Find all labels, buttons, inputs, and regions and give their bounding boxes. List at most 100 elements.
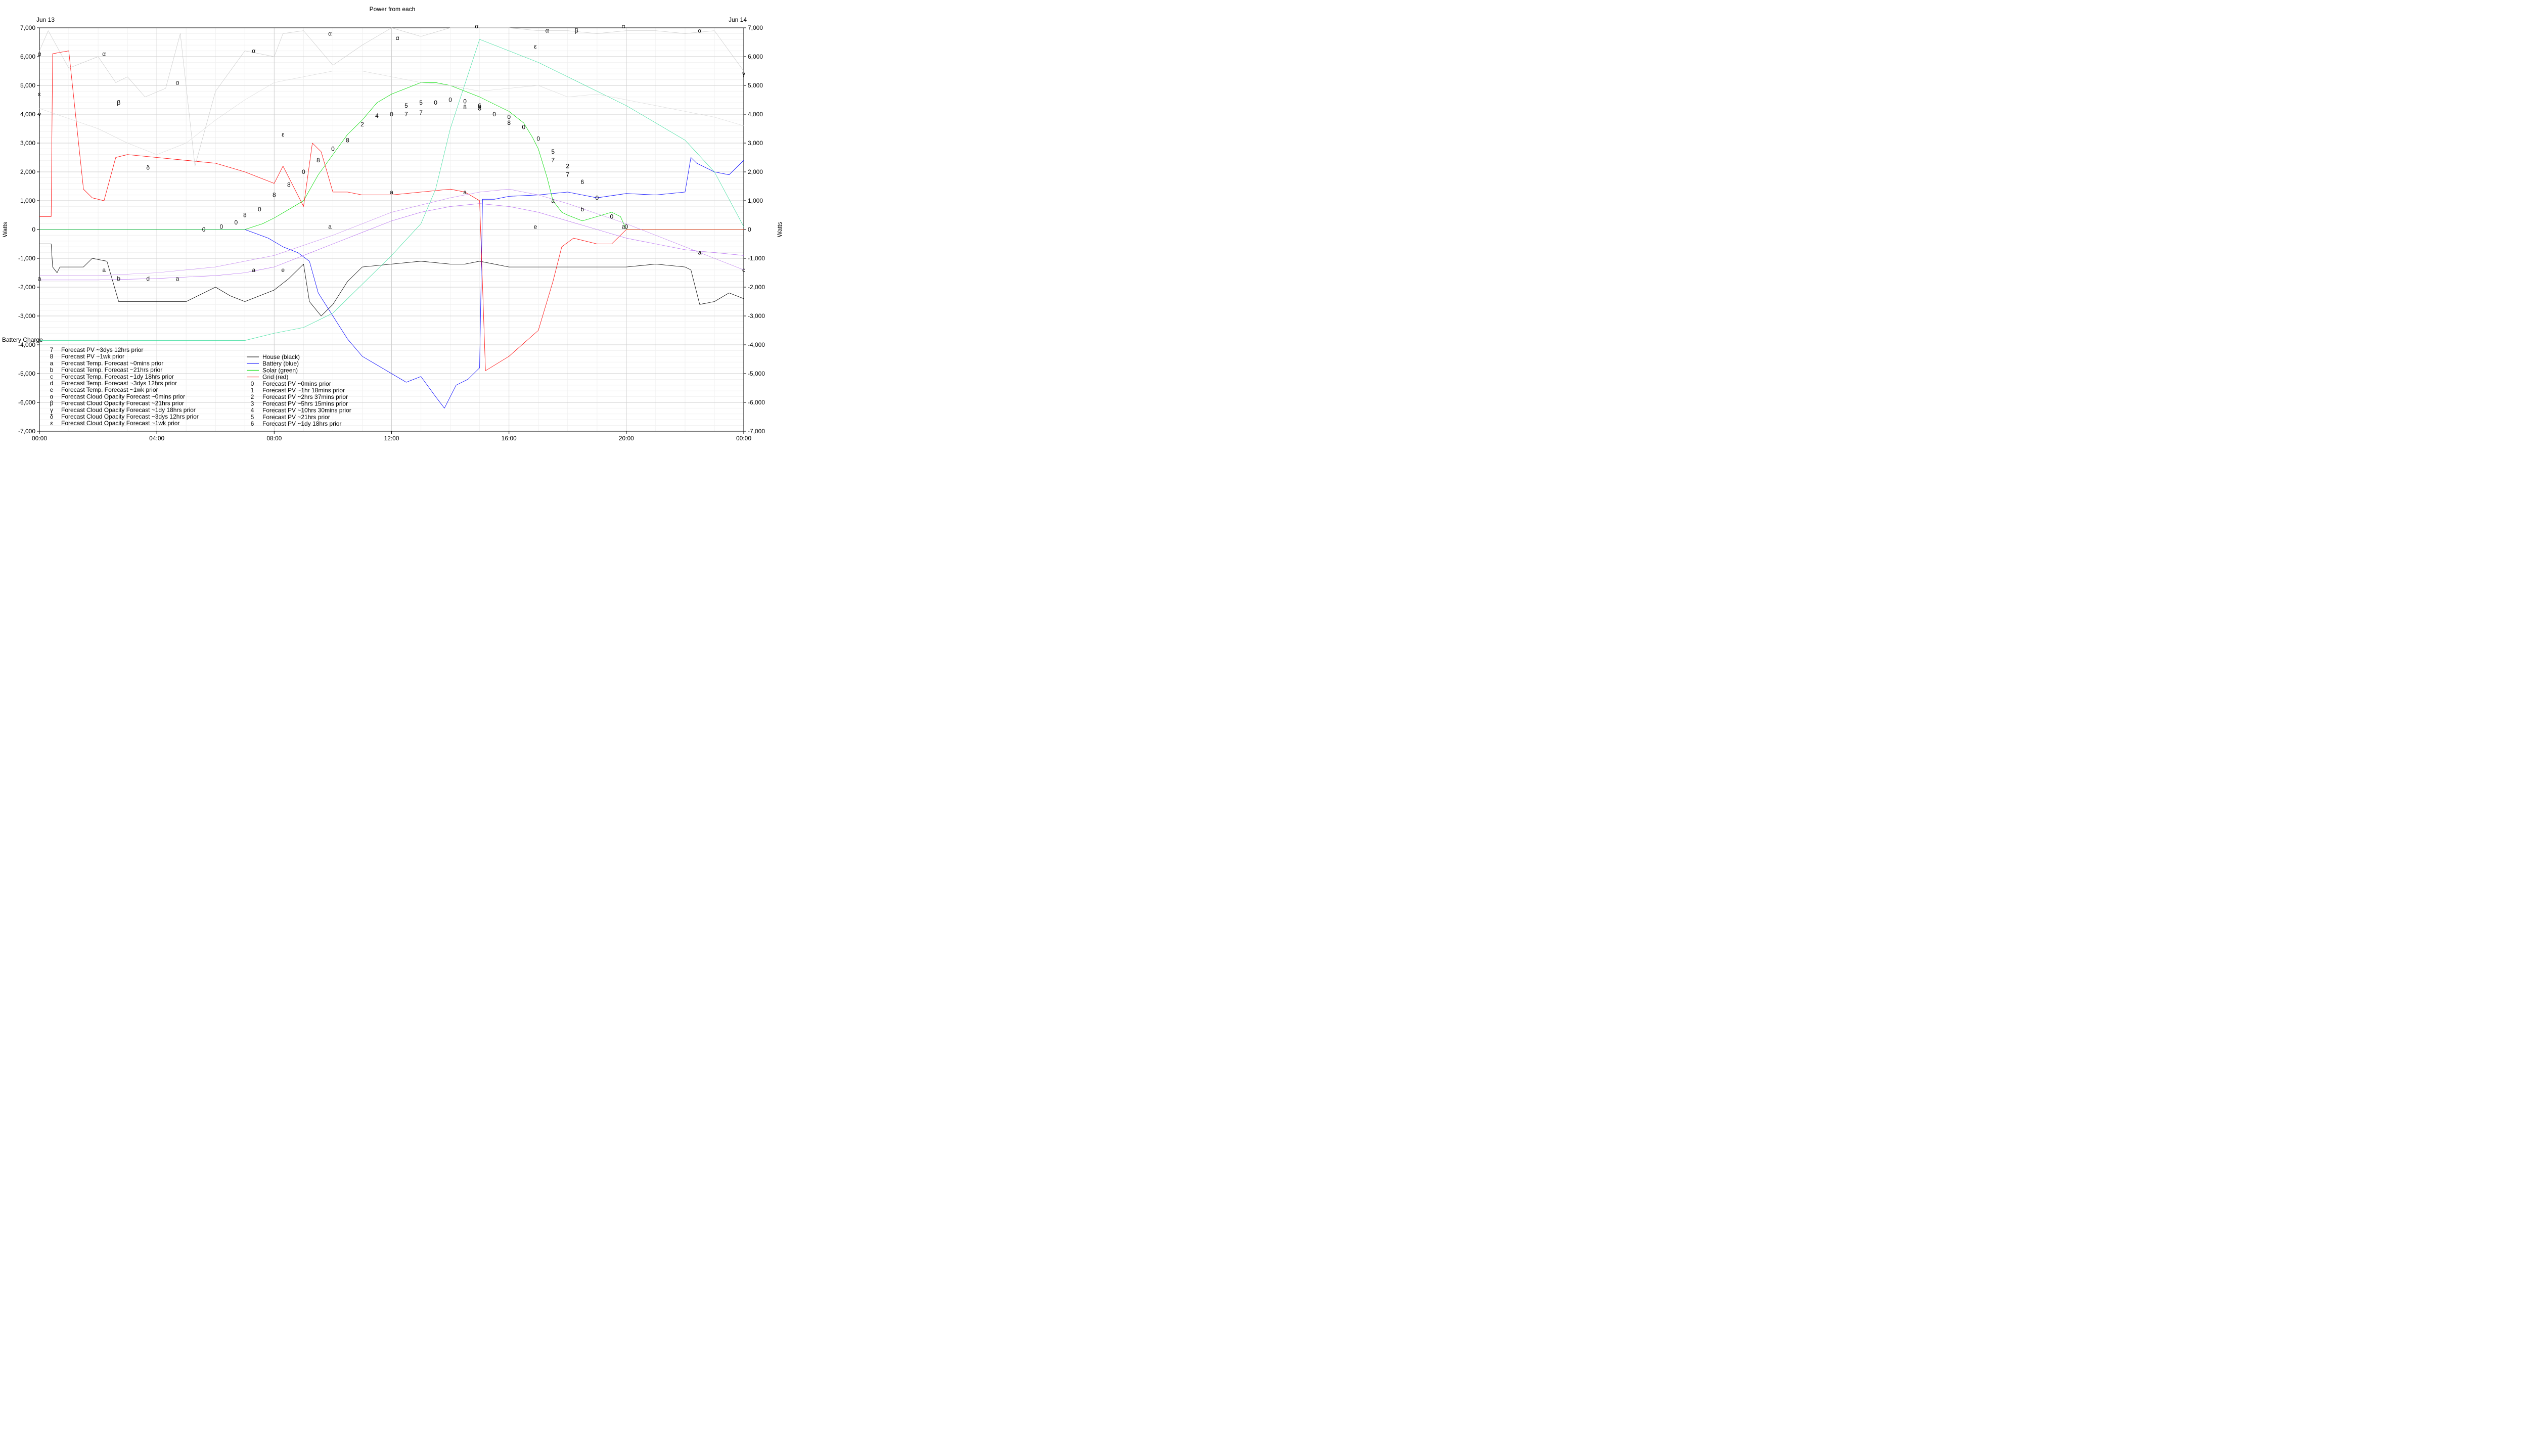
legend-symbol: a [50,359,54,367]
forecast-marker: 0 [434,99,437,106]
legend-entry: Forecast PV ~2hrs 37mins prior [262,393,348,400]
legend-entry: Forecast Temp. Forecast ~1wk prior [61,386,158,393]
battery-charge-label: Battery Charge [2,336,43,343]
forecast-marker: β [575,27,578,34]
legend-entry: Forecast PV ~10hrs 30mins prior [262,407,351,414]
forecast-marker: b [117,275,120,282]
forecast-marker: 8 [317,157,320,164]
forecast-marker: δ [146,164,150,171]
forecast-marker: γ [38,111,41,118]
forecast-marker: 0 [220,223,223,230]
legend-entry: Forecast Cloud Opacity Forecast ~1wk pri… [61,420,179,427]
forecast-marker: 0 [235,219,238,226]
y-tick-label-right: 5,000 [748,82,763,89]
forecast-marker: 8 [287,181,291,189]
y-tick-label-left: -3,000 [18,312,35,320]
y-tick-label-right: 4,000 [748,111,763,118]
legend-symbol: δ [50,413,54,420]
forecast-marker: 0 [448,97,452,104]
forecast-marker: ε [282,131,285,138]
forecast-marker: 8 [507,119,511,126]
forecast-marker: 5 [419,99,423,106]
y-tick-label-right: -1,000 [748,255,765,262]
series-aux-8 [39,189,744,276]
forecast-marker: 7 [404,111,408,118]
y-tick-label-right: 0 [748,226,751,233]
legend-symbol: 4 [251,407,254,414]
y-tick-label-right: -3,000 [748,312,765,320]
y-tick-label-left: 7,000 [20,24,35,31]
forecast-marker: c [742,266,745,274]
y-tick-labels-right: -7,000 -6,000 -5,000 -4,000 -3,000 -2,000 -1,0… [744,24,765,435]
forecast-marker: 5 [404,102,408,109]
y-tick-label-right: -5,000 [748,370,765,377]
legend-symbol: b [50,367,54,374]
y-tick-label-right: -6,000 [748,399,765,406]
legend-entry: Forecast Temp. Forecast ~21hrs prior [61,367,162,374]
legend-symbol: γ [50,406,53,414]
y-tick-label-left: -6,000 [18,399,35,406]
legend-entry: Forecast PV ~21hrs prior [262,414,330,421]
y-tick-label-left: 1,000 [20,197,35,204]
forecast-marker: 2 [566,163,569,170]
legend-symbol: α [50,393,54,400]
forecast-marker: a [328,223,332,230]
forecast-marker: 0 [492,111,496,118]
legend-entry: Forecast Cloud Opacity Forecast ~1dy 18h… [61,406,196,414]
series-lines [39,27,744,408]
forecast-marker: α [698,27,701,34]
x-tick-label: 20:00 [619,435,634,442]
forecast-marker: 2 [360,121,364,128]
series-aux-6 [39,71,744,155]
forecast-marker: α [175,79,179,86]
forecast-marker: 0 [610,213,613,220]
legend-entry: Forecast PV ~1hr 18mins prior [262,387,345,394]
forecast-marker: a [252,266,255,274]
forecast-marker: 8 [243,212,247,219]
forecast-marker: e [281,266,285,274]
legend-entry: Grid (red) [262,374,288,381]
legend-entry: Forecast Temp. Forecast ~3dys 12hrs prio… [61,380,177,387]
x-tick-label: 08:00 [266,435,282,442]
legend-symbol: 6 [251,420,254,427]
power-chart: Power from each Jun 13 Jun 14 Watts Watt… [0,0,785,446]
legend-symbol: 7 [50,346,54,353]
forecast-marker: ε [534,43,537,50]
forecast-marker: 4 [375,112,379,119]
legend-right: House (black)Battery (blue)Solar (green)… [247,353,351,427]
y-tick-label-left: -2,000 [18,284,35,291]
legend-symbol: 2 [251,393,254,400]
forecast-marker: a [622,223,625,230]
chart-title: Power from each [370,6,416,13]
forecast-marker: 0 [595,194,599,201]
legend-entry: Forecast Cloud Opacity Forecast ~21hrs p… [61,400,184,407]
forecast-marker: α [328,30,332,37]
y-tick-label-right: 6,000 [748,53,763,60]
series-aux-4 [39,39,744,341]
legend-symbol: 8 [50,353,54,360]
y-tick-label-right: -4,000 [748,341,765,348]
x-tick-label: 00:00 [32,435,47,442]
legend-entry: House (black) [262,353,300,360]
forecast-marker: γ [742,70,745,77]
forecast-marker: 8 [273,192,276,199]
legend-entry: Forecast PV ~5hrs 15mins prior [262,400,348,407]
series-solar [39,82,744,230]
series-grid [39,51,744,371]
legend-entry: Forecast Cloud Opacity Forecast ~3dys 12… [61,413,199,420]
legend-symbol: 3 [251,400,254,407]
legend-symbol: e [50,386,54,393]
forecast-marker: 6 [478,102,481,109]
forecast-marker: 0 [302,168,305,175]
forecast-marker: β [117,99,120,106]
forecast-marker: e [534,223,537,230]
forecast-marker: 0 [202,226,206,233]
date-right-label: Jun 14 [729,16,747,23]
legend-left: 7 Forecast PV ~3dys 12hrs prior 8 Forecast … [50,346,199,427]
legend-symbol: 1 [251,387,254,394]
forecast-marker: a [551,197,555,204]
y-tick-label-left: -1,000 [18,255,35,262]
forecast-marker: 8 [463,104,467,111]
y-tick-label-right: 3,000 [748,140,763,147]
